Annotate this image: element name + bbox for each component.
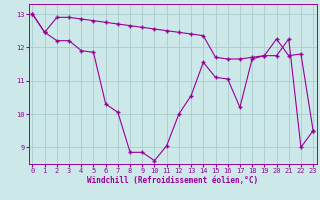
X-axis label: Windchill (Refroidissement éolien,°C): Windchill (Refroidissement éolien,°C): [87, 176, 258, 185]
